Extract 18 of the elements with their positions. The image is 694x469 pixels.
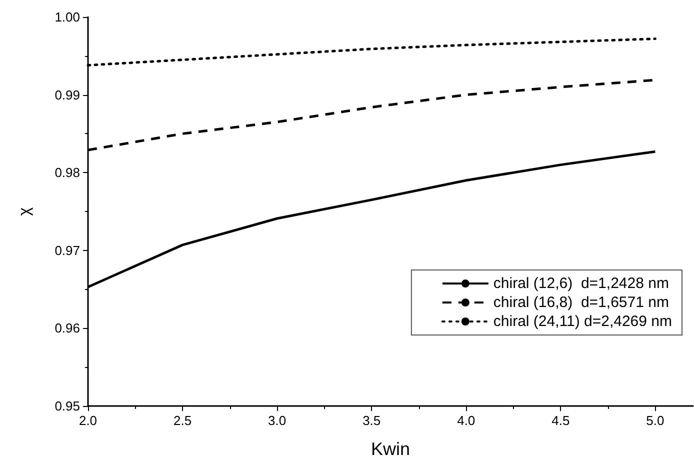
y-tick-label: 0.96 xyxy=(54,320,80,336)
y-tick-label: 0.95 xyxy=(54,398,80,414)
y-tick-label: 0.98 xyxy=(54,165,80,180)
x-tick-label: 5.0 xyxy=(646,413,664,428)
legend-label: chiral (12,6) d=1,2428 nm xyxy=(493,275,669,292)
x-tick-label: 3.0 xyxy=(268,413,286,428)
legend-label: chiral (16,8) d=1,6571 nm xyxy=(493,294,669,311)
x-tick-label: 2.0 xyxy=(78,413,98,428)
x-tick-label: 3.5 xyxy=(362,413,381,428)
y-tick-label: 0.97 xyxy=(54,242,80,258)
x-tick-label: 4.0 xyxy=(457,413,476,428)
y-tick-label: 0.99 xyxy=(54,87,80,102)
x-tick-label: 4.5 xyxy=(552,413,570,428)
y-tick-label: 1.00 xyxy=(54,10,80,24)
x-tick-label: 2.5 xyxy=(173,413,192,428)
legend-label: chiral (24,11) d=2,4269 nm xyxy=(493,313,672,330)
x-axis-title: Kwin xyxy=(370,439,410,459)
y-axis-title: χ xyxy=(16,206,34,216)
